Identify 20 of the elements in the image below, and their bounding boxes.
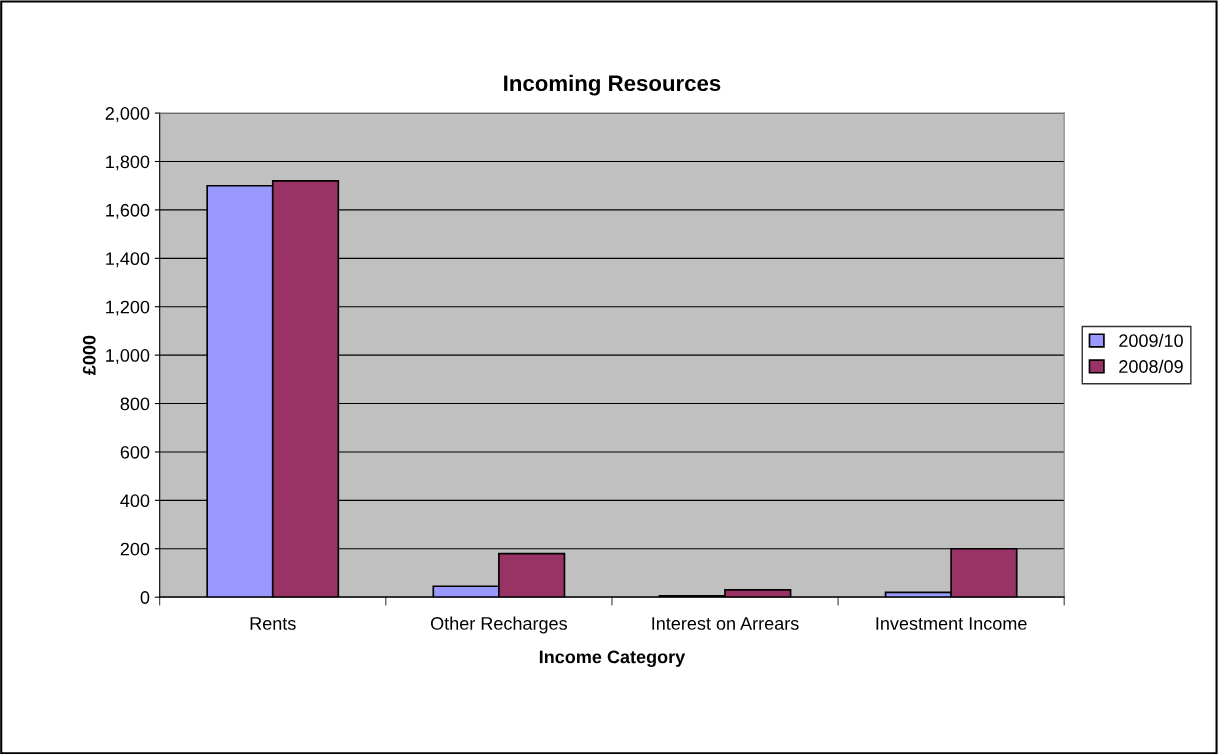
x-axis-title: Income Category (539, 650, 686, 667)
y-tick-label: 600 (120, 445, 150, 459)
y-tick-label: 0 (140, 591, 150, 604)
y-tick-label: 1,800 (106, 155, 150, 171)
x-tick-label: Investment Income (876, 617, 1027, 630)
x-tick-label: Other Recharges (430, 616, 567, 634)
legend-label: 2009/10 (1119, 333, 1183, 348)
y-tick-label: 1,400 (106, 252, 150, 268)
y-tick-label: 200 (120, 542, 150, 556)
chart-title: Incoming Resources (504, 74, 721, 96)
y-tick-label: 800 (120, 397, 150, 411)
y-tick-label: 1,200 (106, 300, 150, 316)
x-tick-label: Rents (250, 617, 296, 630)
x-tick-label: Interest on Arrears (652, 617, 799, 630)
y-tick-label: 400 (120, 494, 150, 508)
y-tick-label: 2,000 (105, 107, 150, 122)
legend-label: 2008/09 (1119, 359, 1183, 373)
y-tick-label: 1,000 (106, 349, 150, 364)
y-tick-label: 1,600 (106, 203, 150, 219)
y-axis-title: £000 (82, 335, 96, 376)
